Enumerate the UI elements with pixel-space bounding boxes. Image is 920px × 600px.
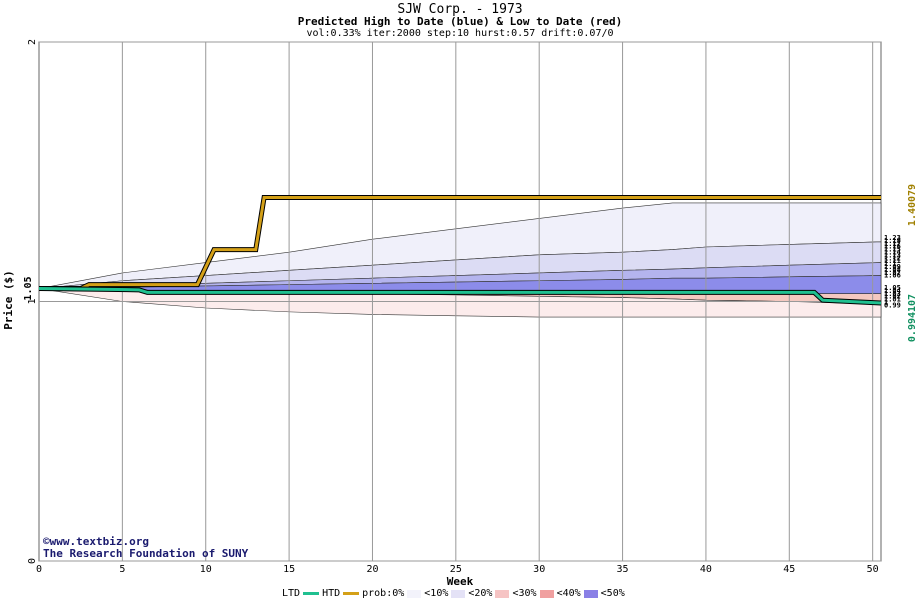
x-tick-label: 25 <box>450 564 462 575</box>
x-tick-label: 50 <box>867 564 879 575</box>
legend-item-50: <50% <box>600 588 625 599</box>
x-tick-label: 20 <box>366 564 378 575</box>
right-value-label: 1 <box>884 299 888 307</box>
x-axis-label: Week <box>447 575 474 588</box>
x-tick-label: 10 <box>200 564 212 575</box>
x-tick-label: 5 <box>119 564 125 575</box>
right-value-label: 1.14 <box>884 249 901 257</box>
right-value-label: 1.17 <box>884 240 901 248</box>
x-tick-label: 40 <box>700 564 712 575</box>
legend-prob-label: prob:0% <box>362 588 405 599</box>
right-value-label: 1.03 <box>884 290 901 298</box>
legend-swatch-10 <box>407 589 422 598</box>
credit-organization: The Research Foundation of SUNY <box>43 547 249 560</box>
y-tick-label: 0 <box>27 558 38 564</box>
start-value-label: 1.05 <box>23 276 34 300</box>
right-value-label: 1.16 <box>884 243 901 251</box>
legend-item-30: <30% <box>512 588 537 599</box>
right-value-label: 1.02 <box>884 293 901 301</box>
chart-title: SJW Corp. - 1973 <box>397 2 523 17</box>
htd-final-label: 1.40079 <box>907 184 918 226</box>
right-value-label: 1.04 <box>884 287 901 295</box>
x-tick-label: 15 <box>283 564 295 575</box>
chart-subtitle: Predicted High to Date (blue) & Low to D… <box>297 15 623 28</box>
legend: LTD HTD prob:0% <10% <20% <30% <40% <50% <box>282 588 625 599</box>
legend-swatch-50 <box>583 589 598 598</box>
chart-params: vol:0.33% iter:2000 step:10 hurst:0.57 d… <box>306 28 614 39</box>
y-tick-label: 2 <box>27 39 38 45</box>
legend-swatch-20 <box>451 589 466 598</box>
right-value-label: 1.13 <box>884 251 901 259</box>
y-tick-label: 1 <box>27 298 38 304</box>
right-value-label: 0.99 <box>884 301 901 309</box>
legend-ltd-label: LTD <box>282 588 301 599</box>
right-value-label: 1.11 <box>884 257 901 265</box>
ltd-line <box>38 287 882 305</box>
right-value-label: 1.06 <box>884 272 901 280</box>
right-value-label: 1.19 <box>884 237 901 245</box>
x-tick-label: 45 <box>783 564 795 575</box>
legend-htd-swatch <box>343 592 360 595</box>
right-value-label: 1.07 <box>884 269 901 277</box>
legend-item-20: <20% <box>468 588 493 599</box>
right-value-label: 1.15 <box>884 246 901 254</box>
right-value-label: 1.01 <box>884 296 901 304</box>
y-axis-label: Price ($) <box>2 270 15 330</box>
right-value-label: 1.23 <box>884 234 901 242</box>
x-tick-label: 35 <box>617 564 629 575</box>
legend-htd-label: HTD <box>322 588 341 599</box>
x-tick-label: 30 <box>533 564 545 575</box>
right-value-label: 1.1 <box>884 260 897 268</box>
ltd-final-label: 0.994107 <box>907 294 918 342</box>
legend-swatch-30 <box>495 589 510 598</box>
right-value-label: 1.05 <box>884 284 901 292</box>
x-tick-label: 0 <box>36 564 42 575</box>
right-value-label: 1.09 <box>884 263 901 271</box>
right-value-label: 1.12 <box>884 254 901 262</box>
credit-website: ©www.textbiz.org <box>43 535 149 548</box>
legend-ltd-swatch <box>303 592 320 595</box>
legend-item-40: <40% <box>556 588 581 599</box>
legend-swatch-40 <box>539 589 554 598</box>
legend-item-10: <10% <box>424 588 449 599</box>
right-value-label: 1.08 <box>884 266 901 274</box>
